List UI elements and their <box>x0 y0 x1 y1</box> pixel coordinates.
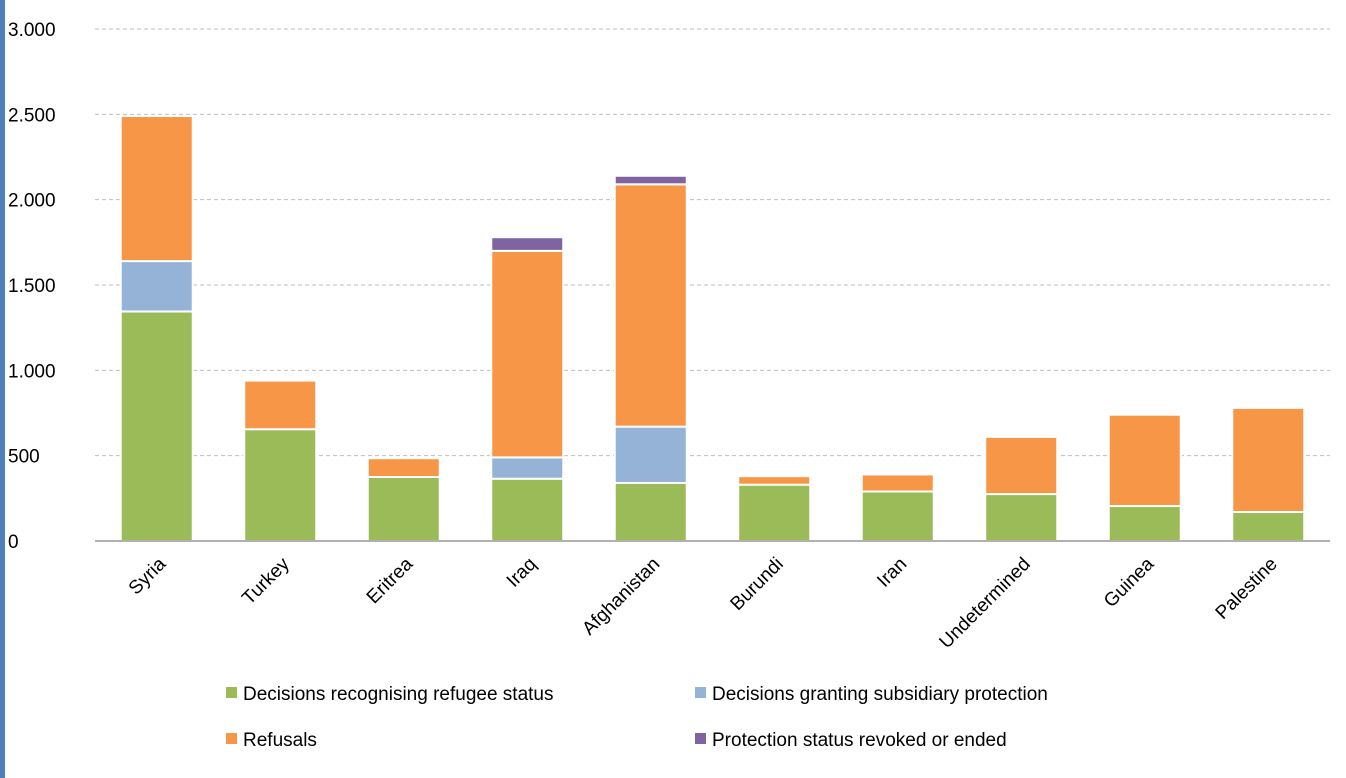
y-tick-label: 1.500 <box>8 276 56 297</box>
bar-segment <box>243 428 318 543</box>
x-axis-category-labels: Syria Turkey Eritrea Iraq Afghanistan Burundi… <box>125 553 1282 653</box>
legend-label: Refusals <box>243 730 317 751</box>
x-category-label: Guinea <box>1100 553 1158 611</box>
legend-label: Protection status revoked or ended <box>712 730 1007 751</box>
x-category-label: Syria <box>125 553 171 599</box>
bar-segment <box>366 476 441 542</box>
x-category-label: Burundi <box>727 554 788 615</box>
legend-label: Decisions recognising refugee status <box>243 684 554 705</box>
bar-segment <box>243 379 318 431</box>
y-tick-label: 2.000 <box>8 191 56 212</box>
bar-segment <box>613 174 688 186</box>
x-category-label: Iraq <box>503 554 541 592</box>
bar-segment <box>119 115 194 263</box>
x-category-label: Turkey <box>238 553 294 609</box>
x-category-label: Palestine <box>1212 554 1282 624</box>
y-tick-label: 500 <box>8 447 40 468</box>
x-category-label: Eritrea <box>363 553 418 608</box>
bar-segment <box>1107 505 1182 543</box>
bar-segment <box>860 490 935 542</box>
legend-swatch <box>695 687 706 698</box>
x-category-label: Undetermined <box>936 554 1035 653</box>
bar-segment <box>490 477 565 542</box>
bar-segment <box>490 236 565 252</box>
bar-segment <box>1107 413 1182 508</box>
bar-segment <box>490 456 565 480</box>
y-axis-tick-labels: 0 500 1.000 1.500 2.000 2.500 3.000 <box>8 20 56 553</box>
bar-segment <box>1231 406 1306 513</box>
legend-swatch <box>226 687 237 698</box>
bars <box>119 115 1306 543</box>
y-tick-label: 1.000 <box>8 361 56 382</box>
bar-segment <box>613 183 688 428</box>
bar-segment <box>860 473 935 493</box>
bar-segment <box>1231 510 1306 542</box>
y-tick-label: 3.000 <box>8 20 56 41</box>
bar-segment <box>119 260 194 313</box>
legend-swatch <box>695 733 706 744</box>
bar-segment <box>366 457 441 478</box>
left-border-rule <box>0 0 5 778</box>
legend-label: Decisions granting subsidiary protection <box>712 684 1048 705</box>
legend-swatch <box>226 733 237 744</box>
bar-segment <box>737 475 812 486</box>
bar-segment <box>119 310 194 542</box>
bar-segment <box>737 483 812 542</box>
bar-segment <box>613 481 688 542</box>
legend: Decisions recognising refugee status Deci… <box>226 684 1048 751</box>
y-tick-label: 0 <box>8 532 19 553</box>
x-category-label: Afghanistan <box>578 554 664 640</box>
x-category-label: Iran <box>873 554 911 592</box>
bar-segment <box>490 249 565 459</box>
bar-segment <box>613 425 688 484</box>
bar-segment <box>984 435 1059 496</box>
y-tick-label: 2.500 <box>8 105 56 126</box>
bar-segment <box>984 493 1059 543</box>
